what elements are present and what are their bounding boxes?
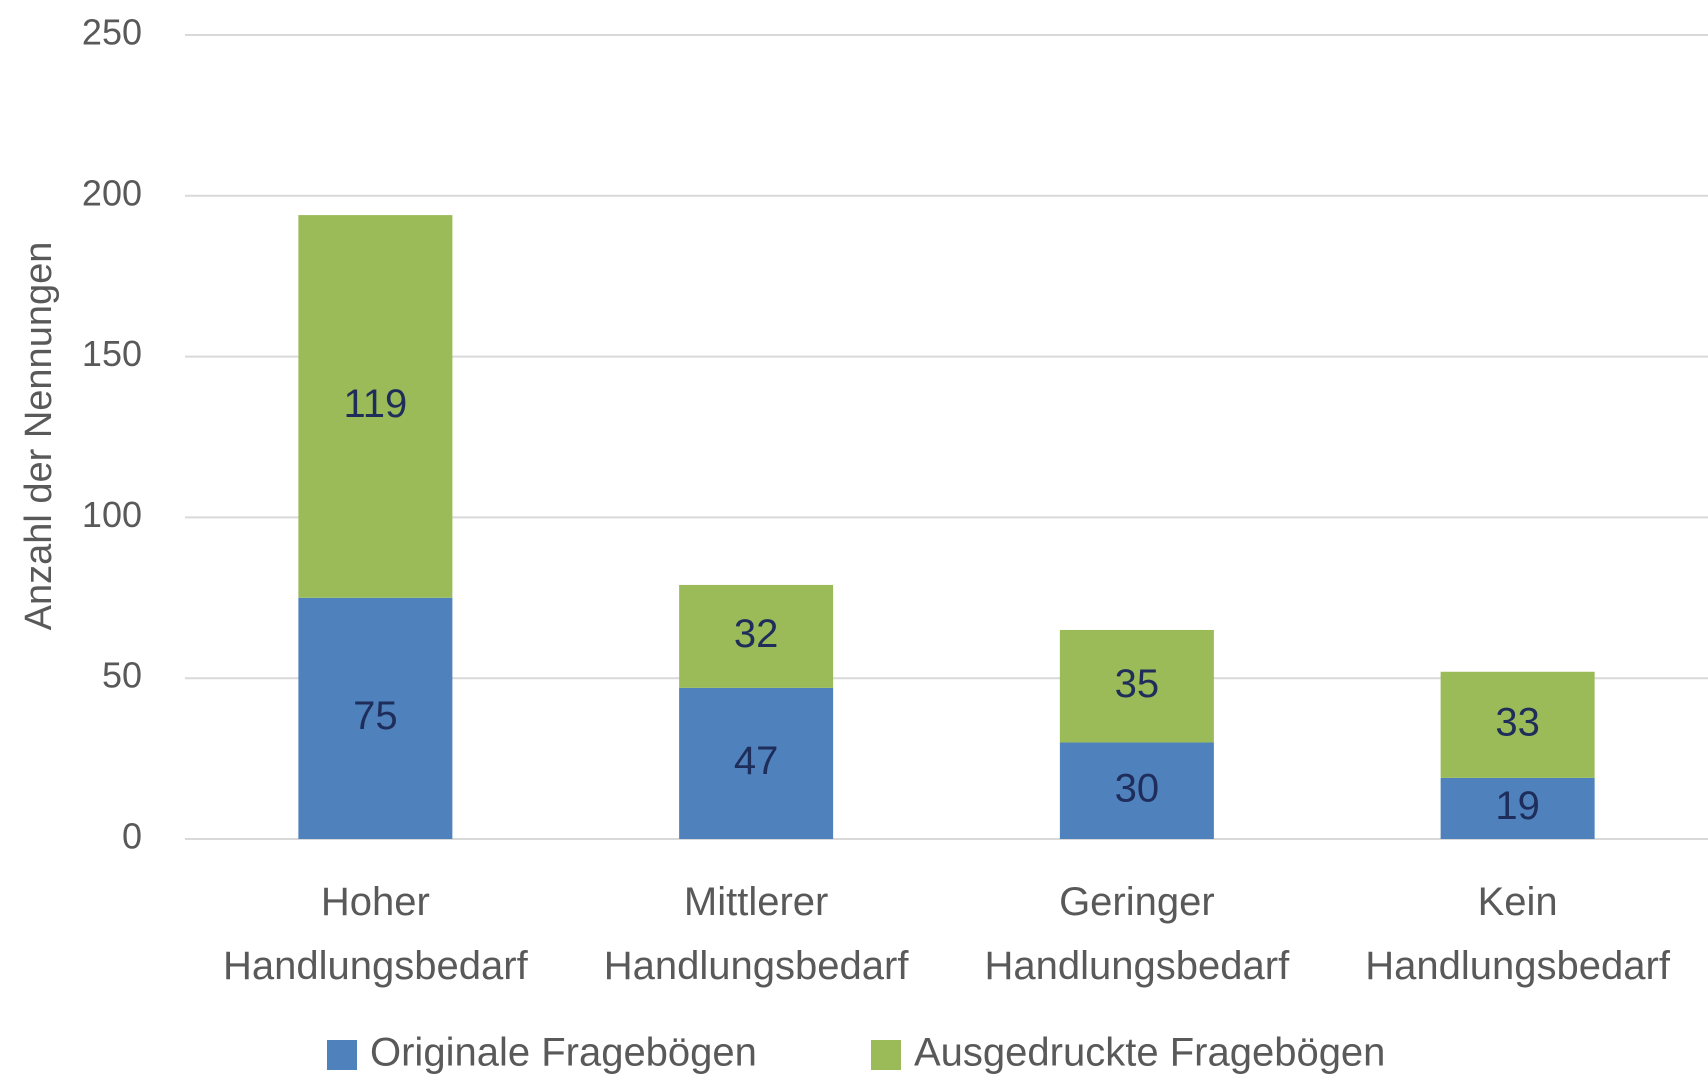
y-tick-label: 0 <box>122 816 142 857</box>
bar-segment <box>1059 629 1214 743</box>
bar-segment <box>298 597 453 839</box>
data-label: 19 <box>1495 784 1540 828</box>
x-tick-label: Hoher Handlungsbedarf <box>223 880 529 988</box>
data-label: 30 <box>1115 766 1160 810</box>
bar-segment <box>298 215 453 598</box>
y-tick-label: 100 <box>82 494 142 535</box>
y-tick-label: 200 <box>82 172 142 213</box>
bar-segment <box>679 584 834 688</box>
x-tick-label: Geringer Handlungsbedarf <box>985 880 1291 988</box>
bar-segment <box>1440 671 1595 778</box>
y-axis-label: Anzahl der Nennungen <box>18 242 60 631</box>
legend-swatch <box>871 1040 901 1070</box>
y-tick-label: 50 <box>102 655 142 696</box>
x-tick-label: Mittlerer Handlungsbedarf <box>604 880 910 988</box>
data-label: 33 <box>1495 700 1540 744</box>
legend-label: Originale Fragebögen <box>370 1031 757 1075</box>
legend-swatch <box>327 1040 357 1070</box>
bar-segment <box>1059 742 1214 839</box>
data-label: 119 <box>343 382 407 426</box>
y-tick-label: 150 <box>82 333 142 374</box>
bar-segment <box>679 687 834 839</box>
data-label: 35 <box>1115 662 1160 706</box>
data-label: 47 <box>734 739 779 783</box>
y-tick-label: 250 <box>82 12 142 53</box>
x-tick-label: Kein Handlungsbedarf <box>1365 880 1671 988</box>
legend-label: Ausgedruckte Fragebögen <box>914 1031 1385 1075</box>
data-label: 32 <box>734 612 779 656</box>
bar-segment <box>1440 777 1595 839</box>
data-label: 75 <box>353 694 398 738</box>
